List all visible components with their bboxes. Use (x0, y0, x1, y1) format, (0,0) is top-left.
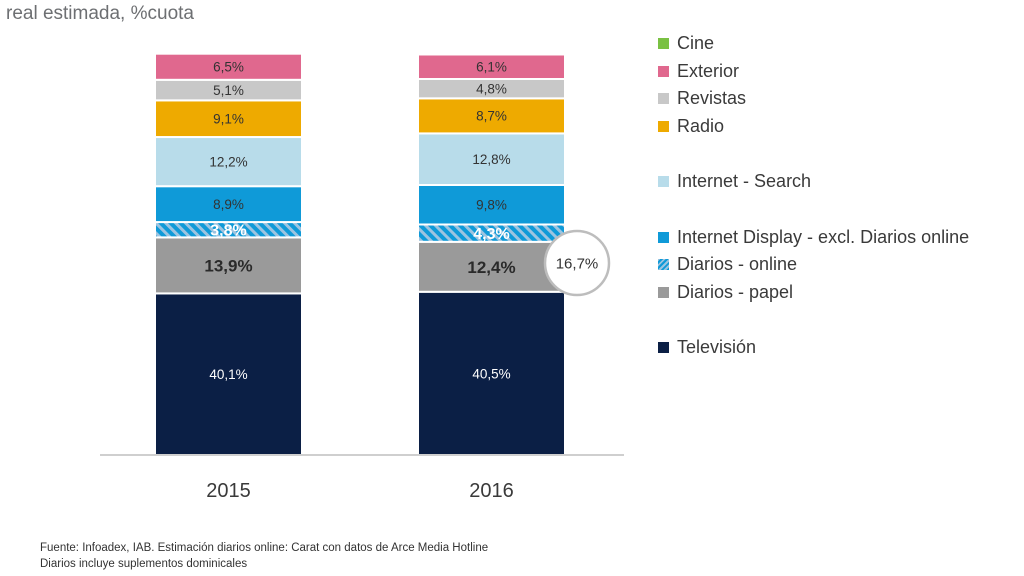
legend-label-exterior: Exterior (677, 61, 740, 81)
bar-cine-2015 (154, 51, 303, 55)
bar-radio-2015 (154, 99, 303, 139)
legend-label-internet-display-excl-diarios-online: Internet Display - excl. Diarios online (677, 227, 970, 247)
legend-item-internet-display-excl-diarios-online: Internet Display - excl. Diarios online (658, 227, 969, 248)
bar-internet-display-excl-diarios-online-2015 (154, 185, 303, 224)
source-note: Fuente: Infoadex, IAB. Estimación diario… (40, 540, 488, 572)
legend-label-diarios-online: Diarios - online (677, 254, 798, 274)
legend-swatch-diarios-papel (658, 287, 669, 298)
legend-swatch-radio (658, 121, 669, 132)
legend-item-diarios-papel: Diarios - papel (658, 282, 793, 303)
legend-label-radio: Radio (677, 116, 725, 136)
legend-label-cine: Cine (677, 33, 715, 53)
data-label-diarios-papel-2015: 13,9% (204, 257, 252, 276)
legend-item-diarios-online: Diarios - online (658, 254, 797, 275)
x-axis: 2015 2016 (206, 480, 514, 502)
source-line-2: Diarios incluye suplementos dominicales (40, 558, 248, 570)
data-label-radio-2015: 9,1% (213, 112, 244, 127)
legend-swatch-diarios-online (658, 259, 669, 270)
legend-swatch-televisi-n (658, 342, 669, 353)
callout: 16,7% (543, 229, 611, 297)
data-label-revistas-2015: 5,1% (213, 83, 244, 98)
data-label-diarios-papel-2016: 12,4% (467, 258, 515, 277)
legend-item-radio: Radio (658, 116, 724, 137)
legend-item-televisi-n: Televisión (658, 337, 756, 358)
legend-label-revistas: Revistas (677, 88, 747, 108)
bar-exterior-2015 (154, 52, 303, 81)
source-line-1: Fuente: Infoadex, IAB. Estimación diario… (40, 542, 489, 554)
x-tick-label-2015: 2015 (206, 480, 251, 502)
x-tick-label-2016: 2016 (469, 480, 514, 502)
legend-item-exterior: Exterior (658, 61, 739, 82)
legend-item-cine: Cine (658, 33, 714, 54)
chart-subtitle: real estimada, %cuota (6, 3, 194, 24)
data-label-internet-display-excl-diarios-online-2016: 9,8% (476, 198, 507, 213)
bar-cine-2016 (417, 51, 566, 56)
data-label-exterior-2016: 6,1% (476, 60, 507, 75)
legend-swatch-revistas (658, 93, 669, 104)
data-label-exterior-2015: 6,5% (213, 60, 244, 75)
data-label-televisi-n-2015: 40,1% (209, 367, 247, 382)
legend-label-internet-search: Internet - Search (677, 171, 812, 191)
data-label-diarios-online-2016: 4,3% (473, 226, 509, 243)
legend-swatch-cine (658, 38, 669, 49)
legend-item-revistas: Revistas (658, 88, 746, 109)
bar-diarios-papel-2015 (154, 236, 303, 295)
bar-internet-display-excl-diarios-online-2016 (417, 183, 566, 226)
data-label-revistas-2016: 4,8% (476, 82, 507, 97)
data-label-radio-2016: 8,7% (476, 109, 507, 124)
data-label-internet-display-excl-diarios-online-2015: 8,9% (213, 197, 244, 212)
legend-swatch-internet-display-excl-diarios-online (658, 232, 669, 243)
bar-diarios-papel-2016 (417, 240, 566, 293)
legend-item-internet-search: Internet - Search (658, 171, 811, 192)
bar-televisi-n-2015 (154, 292, 303, 456)
bars-layer: 40,1% 13,9% 3,8% 8,9% 12,2% 9,1% 5,1% 6,5% 40,5%… (154, 51, 566, 456)
legend-swatch-exterior (658, 66, 669, 77)
callout-label: 16,7% (556, 256, 599, 273)
data-label-diarios-online-2015: 3,8% (210, 222, 246, 239)
data-label-internet-search-2016: 12,8% (472, 152, 510, 167)
callout-circle (543, 229, 611, 297)
data-label-internet-search-2015: 12,2% (209, 154, 247, 169)
bar-radio-2016 (417, 97, 566, 135)
legend-label-diarios-papel: Diarios - papel (677, 282, 794, 302)
legend-label-televisi-n: Televisión (677, 337, 757, 357)
bar-exterior-2016 (417, 53, 566, 81)
data-label-televisi-n-2016: 40,5% (472, 366, 510, 381)
legend-swatch-internet-search (658, 176, 669, 187)
